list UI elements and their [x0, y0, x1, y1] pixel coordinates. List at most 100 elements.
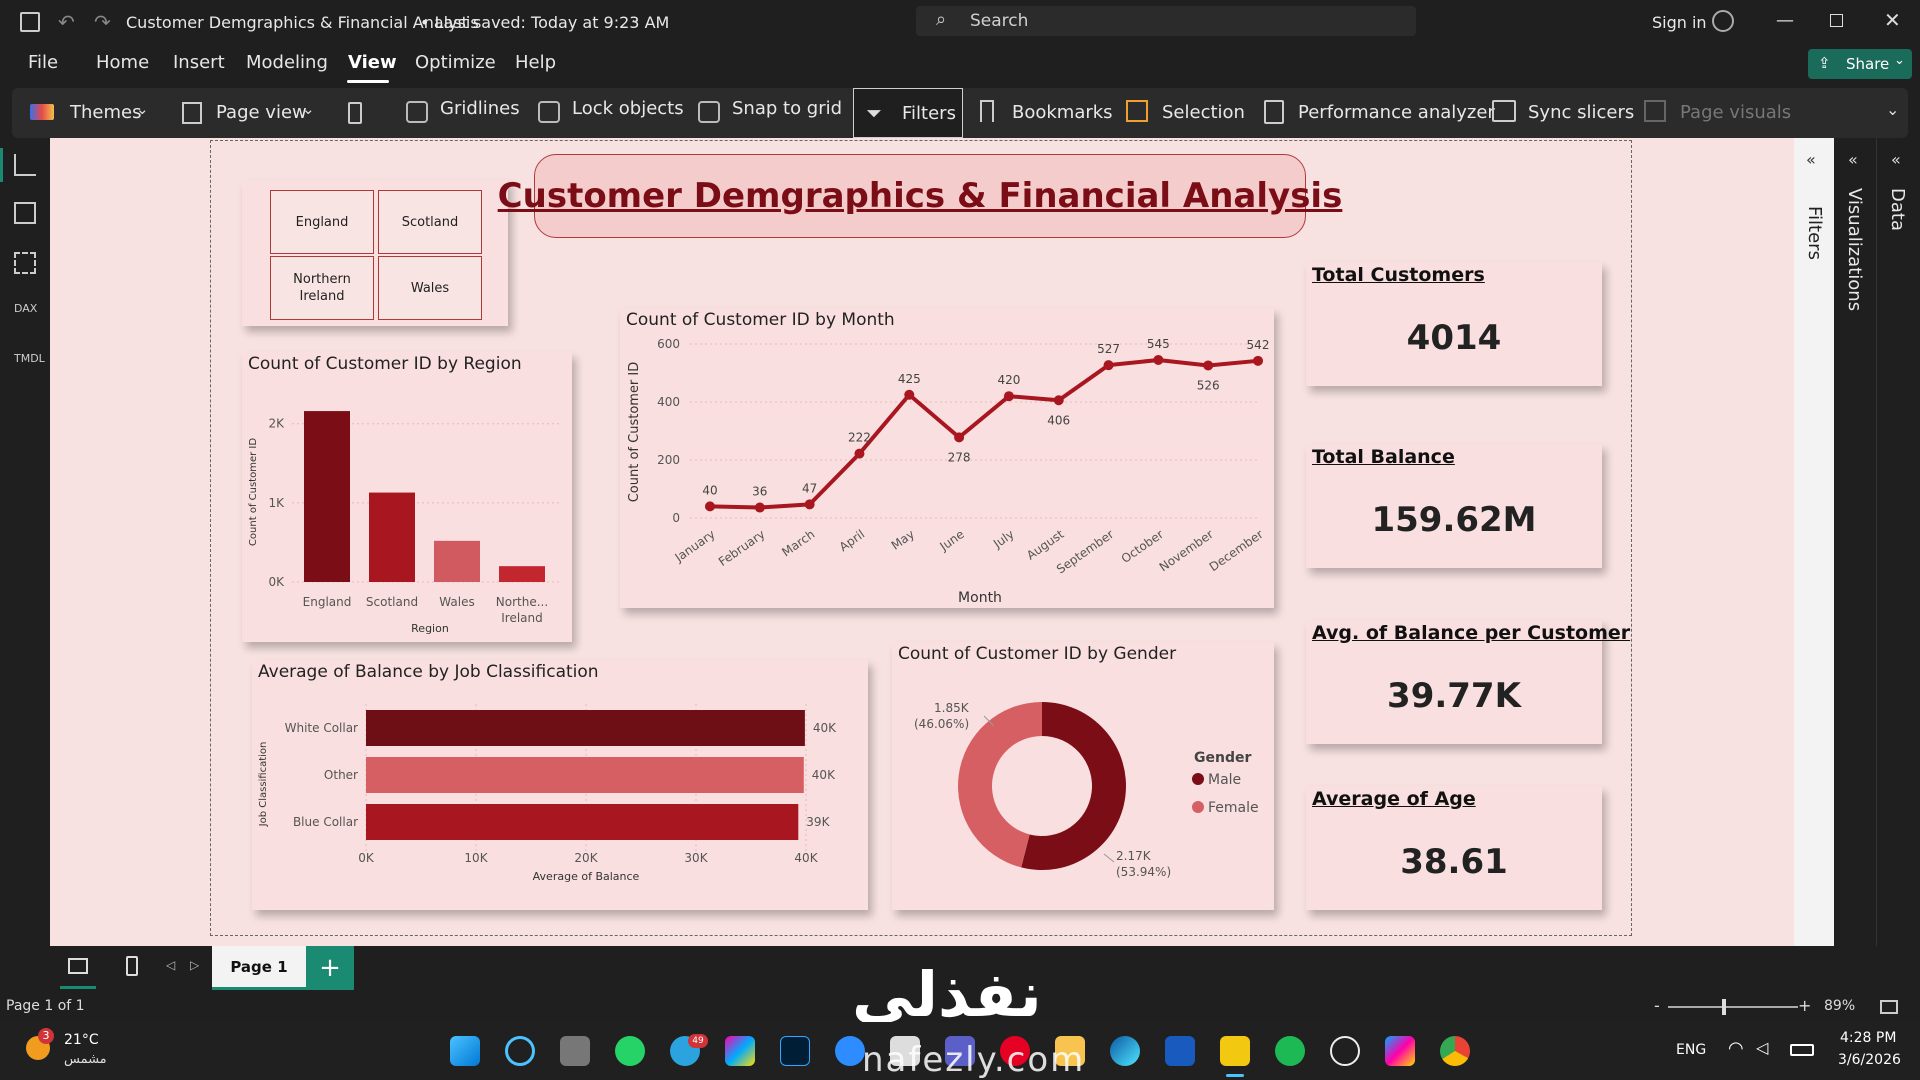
- copilot-icon[interactable]: [725, 1036, 755, 1066]
- word-icon[interactable]: [1165, 1036, 1195, 1066]
- zoom-slider[interactable]: [1668, 999, 1798, 1015]
- clock-time[interactable]: 4:28 PM: [1840, 1030, 1897, 1046]
- menu-file[interactable]: File: [28, 52, 59, 73]
- ribbon-expand-icon[interactable]: ⌄: [1886, 100, 1900, 119]
- job-bar-chart[interactable]: Average of Balance by Job Classification…: [252, 660, 868, 910]
- table-view-icon[interactable]: [14, 202, 36, 224]
- dax-query-view-icon[interactable]: DAX: [14, 302, 38, 315]
- expand-icon[interactable]: «: [1806, 150, 1816, 169]
- page-visuals-button[interactable]: Page visuals: [1680, 102, 1792, 123]
- expand-icon[interactable]: «: [1848, 150, 1858, 169]
- volume-icon[interactable]: ◁: [1756, 1038, 1769, 1057]
- gridlines-checkbox[interactable]: [406, 101, 428, 123]
- menu-view[interactable]: View: [348, 52, 397, 73]
- report-canvas: England Scotland Northern Ireland Wales …: [50, 138, 1794, 946]
- task-view-icon[interactable]: [560, 1036, 590, 1066]
- lock-objects-label: Lock objects: [572, 98, 684, 119]
- menu-modeling[interactable]: Modeling: [246, 52, 328, 73]
- restore-icon[interactable]: [1830, 14, 1843, 27]
- weather-text: مشمس: [64, 1052, 107, 1067]
- start-icon[interactable]: [450, 1036, 480, 1066]
- edge-icon[interactable]: [1110, 1036, 1140, 1066]
- x-axis-label: Average of Balance: [533, 870, 640, 883]
- undo-icon[interactable]: ↶: [58, 10, 75, 34]
- kpi-card-total-customers[interactable]: Total Customers 4014: [1306, 262, 1602, 386]
- zoom-icon[interactable]: [835, 1036, 865, 1066]
- zoom-level[interactable]: 89%: [1824, 998, 1856, 1014]
- chrome-icon[interactable]: [1440, 1036, 1470, 1066]
- spotify-icon[interactable]: [1275, 1036, 1305, 1066]
- filters-pane-collapsed[interactable]: « Filters: [1794, 138, 1834, 946]
- add-page-button[interactable]: +: [306, 946, 354, 990]
- expand-icon[interactable]: «: [1891, 150, 1901, 169]
- teams-icon[interactable]: [945, 1036, 975, 1066]
- close-icon[interactable]: ✕: [1884, 8, 1901, 32]
- clock-date[interactable]: 3/6/2026: [1838, 1052, 1901, 1068]
- tmdl-view-icon[interactable]: TMDL: [14, 352, 45, 365]
- slicer-item-wales[interactable]: Wales: [378, 256, 482, 320]
- kpi-card-total-balance[interactable]: Total Balance 159.62M: [1306, 444, 1602, 568]
- whatsapp-icon[interactable]: [615, 1036, 645, 1066]
- y-tick-label: Blue Collar: [293, 815, 358, 829]
- data-label: 406: [1047, 413, 1070, 427]
- slicer-item-northern-ireland[interactable]: Northern Ireland: [270, 256, 374, 320]
- pinterest-icon[interactable]: [1000, 1036, 1030, 1066]
- visualizations-pane-collapsed[interactable]: « Visualizations: [1834, 138, 1876, 946]
- power-bi-icon[interactable]: [1220, 1036, 1250, 1066]
- menu-optimize[interactable]: Optimize: [415, 52, 496, 73]
- fit-to-page-icon[interactable]: [1880, 1000, 1898, 1014]
- file-explorer-icon[interactable]: [1055, 1036, 1085, 1066]
- calendar-icon[interactable]: [890, 1036, 920, 1066]
- kpi-card-average-age[interactable]: Average of Age 38.61: [1306, 786, 1602, 910]
- active-app-indicator: [1226, 1074, 1244, 1077]
- slicer-item-scotland[interactable]: Scotland: [378, 190, 482, 254]
- mobile-layout-icon[interactable]: [126, 956, 138, 976]
- filters-button[interactable]: ⏷ Filters: [853, 88, 963, 138]
- kpi-card-avg-balance[interactable]: Avg. of Balance per Customer 39.77K: [1306, 620, 1630, 744]
- chevron-down-icon[interactable]: ⌄: [630, 12, 641, 27]
- data-pane-collapsed[interactable]: « Data: [1876, 138, 1920, 946]
- menu-home[interactable]: Home: [96, 52, 150, 73]
- page-view-button[interactable]: Page view: [216, 102, 307, 123]
- region-bar-chart[interactable]: Count of Customer ID by Region 0K 1K 2K Eng…: [242, 352, 572, 642]
- search-box[interactable]: ⌕ Search: [916, 6, 1416, 36]
- lock-objects-checkbox[interactable]: [538, 101, 560, 123]
- selection-button[interactable]: Selection: [1162, 102, 1245, 123]
- data-point: [705, 501, 715, 512]
- report-view-icon[interactable]: [14, 154, 36, 176]
- next-page-icon[interactable]: ▷: [190, 958, 200, 972]
- share-button[interactable]: ⇪ Share ⌄: [1808, 49, 1912, 79]
- page-tab[interactable]: Page 1: [212, 946, 306, 990]
- save-icon[interactable]: [20, 12, 40, 32]
- menu-insert[interactable]: Insert: [173, 52, 225, 73]
- sync-slicers-button[interactable]: Sync slicers: [1528, 102, 1635, 123]
- month-line-chart[interactable]: Count of Customer ID by Month 0 200 400 600…: [620, 308, 1274, 608]
- zoom-out-icon[interactable]: -: [1654, 996, 1660, 1015]
- m365-icon[interactable]: [1385, 1036, 1415, 1066]
- bookmarks-button[interactable]: Bookmarks: [1012, 102, 1113, 123]
- menu-help[interactable]: Help: [515, 52, 557, 73]
- x-tick-label: December: [1207, 527, 1266, 574]
- themes-button[interactable]: Themes: [70, 102, 142, 123]
- zoom-slider-thumb[interactable]: [1722, 999, 1726, 1015]
- kpi-label: Average of Age: [1312, 788, 1476, 810]
- model-view-icon[interactable]: [14, 252, 36, 274]
- performance-analyzer-button[interactable]: Performance analyzer: [1298, 102, 1495, 123]
- chatgpt-icon[interactable]: [1330, 1036, 1360, 1066]
- search-icon[interactable]: [505, 1036, 535, 1066]
- snap-to-grid-checkbox[interactable]: [698, 101, 720, 123]
- sign-in-link[interactable]: Sign in: [1652, 13, 1707, 32]
- language-indicator[interactable]: ENG: [1676, 1042, 1707, 1058]
- photoshop-icon[interactable]: [780, 1036, 810, 1066]
- wifi-icon[interactable]: ◠: [1728, 1038, 1744, 1059]
- mobile-layout-icon[interactable]: [348, 102, 362, 124]
- desktop-layout-icon[interactable]: [68, 958, 88, 974]
- zoom-in-icon[interactable]: +: [1798, 996, 1812, 1015]
- redo-icon[interactable]: ↷: [94, 10, 111, 34]
- battery-icon[interactable]: [1790, 1044, 1814, 1056]
- minimize-icon[interactable]: —: [1776, 10, 1794, 31]
- gender-donut-chart[interactable]: Count of Customer ID by Gender 2.17K (53.…: [892, 642, 1274, 910]
- slicer-item-england[interactable]: England: [270, 190, 374, 254]
- account-icon[interactable]: [1712, 10, 1734, 32]
- previous-page-icon[interactable]: ◁: [166, 958, 176, 972]
